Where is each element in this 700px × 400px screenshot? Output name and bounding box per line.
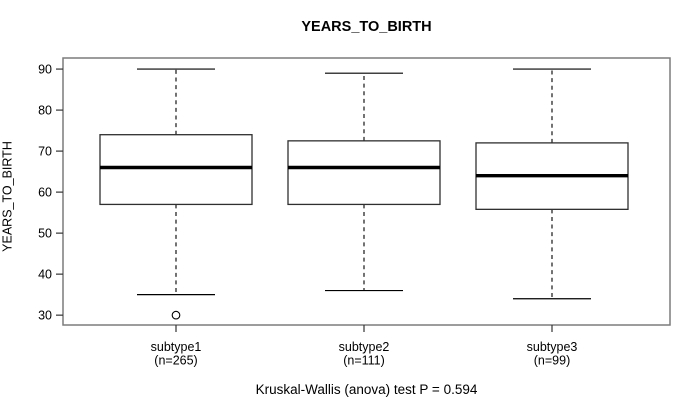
group-count-label: (n=111) xyxy=(343,354,385,368)
group-label: subtype3 xyxy=(527,340,578,354)
group-label: subtype1 xyxy=(151,340,202,354)
iqr-box xyxy=(287,140,441,206)
y-axis-tick-label: 90 xyxy=(38,62,52,76)
plot-frame xyxy=(62,57,671,326)
boxplot-group-subtype1: subtype1(n=265) xyxy=(99,68,253,368)
y-axis-title: YEARS_TO_BIRTH xyxy=(0,141,15,252)
y-axis-tick-label: 40 xyxy=(38,267,52,281)
y-axis-tick-label: 70 xyxy=(38,144,52,158)
y-axis-tick-label: 30 xyxy=(38,308,52,322)
group-count-label: (n=99) xyxy=(534,354,570,368)
iqr-box xyxy=(99,134,253,206)
y-axis-tick-label: 80 xyxy=(38,103,52,117)
outlier-point xyxy=(171,310,181,320)
boxplot-group-subtype2: subtype2(n=111) xyxy=(287,72,441,368)
group-label: subtype2 xyxy=(339,340,390,354)
y-axis-tick-label: 50 xyxy=(38,226,52,240)
stat-test-caption: Kruskal-Wallis (anova) test P = 0.594 xyxy=(255,382,478,397)
group-count-label: (n=265) xyxy=(154,354,197,368)
chart-title: YEARS_TO_BIRTH xyxy=(301,19,432,35)
y-axis-tick-label: 60 xyxy=(38,185,52,199)
boxplot-group-subtype3: subtype3(n=99) xyxy=(475,68,629,368)
